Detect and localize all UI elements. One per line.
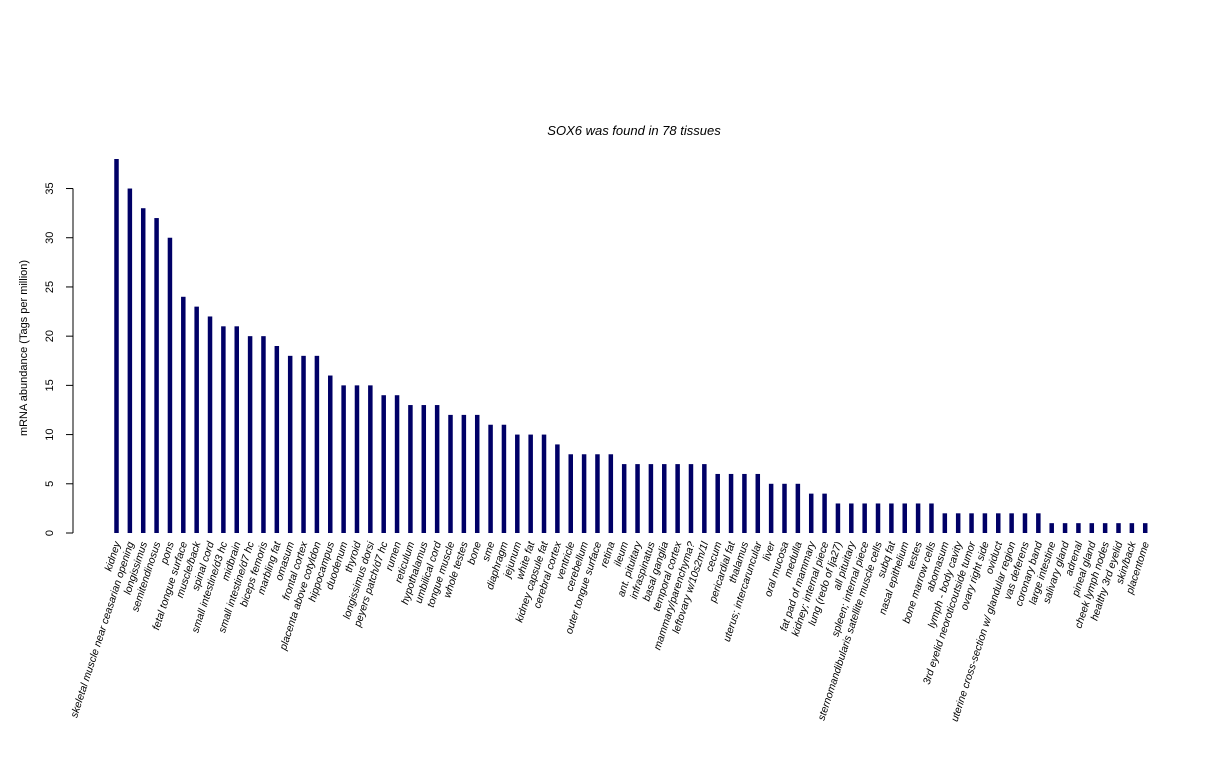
bar xyxy=(274,346,280,533)
bar xyxy=(1102,523,1108,533)
y-tick-label: 0 xyxy=(44,530,56,536)
bar xyxy=(555,444,560,533)
bar xyxy=(314,355,320,533)
bar xyxy=(1142,523,1148,533)
bar xyxy=(394,395,400,533)
bar xyxy=(955,513,961,533)
bar xyxy=(581,454,587,533)
bar xyxy=(942,513,948,533)
x-tick-label: sme xyxy=(480,540,498,563)
bar xyxy=(808,493,814,533)
bar xyxy=(1022,513,1028,533)
bar xyxy=(902,503,907,533)
bar xyxy=(662,464,667,533)
bar xyxy=(354,385,360,533)
bar xyxy=(515,434,520,533)
bar xyxy=(234,326,239,533)
bar xyxy=(595,454,600,533)
bar xyxy=(768,483,774,533)
bar xyxy=(715,473,720,533)
bar xyxy=(1089,523,1095,533)
bar xyxy=(835,503,841,533)
bar xyxy=(287,355,293,533)
bar xyxy=(1116,523,1121,533)
y-tick-label: 25 xyxy=(44,281,56,293)
bar xyxy=(728,473,734,533)
bar xyxy=(181,296,186,533)
bar xyxy=(742,473,747,533)
bar xyxy=(381,395,386,533)
bar xyxy=(1076,523,1081,533)
bar xyxy=(795,483,801,533)
y-tick-label: 20 xyxy=(44,330,56,342)
bar xyxy=(421,405,427,533)
bar xyxy=(996,513,1001,533)
bar xyxy=(528,434,533,533)
bar xyxy=(635,464,640,533)
bar xyxy=(154,218,159,534)
y-tick-label: 15 xyxy=(44,379,56,391)
bar xyxy=(702,464,707,533)
bar xyxy=(434,405,440,533)
bar xyxy=(301,355,306,533)
y-axis: 0 5 10 15 20 25 30 35 xyxy=(44,182,74,536)
bar xyxy=(862,503,867,533)
bar xyxy=(621,464,627,533)
bar xyxy=(461,414,467,533)
bar xyxy=(822,493,827,533)
bar xyxy=(982,513,988,533)
bar xyxy=(368,385,373,533)
bar xyxy=(114,159,119,533)
bar xyxy=(875,503,881,533)
bar xyxy=(194,306,199,533)
x-tick-label: liver xyxy=(761,540,779,562)
bar xyxy=(969,513,974,533)
bar xyxy=(648,464,654,533)
y-tick-label: 35 xyxy=(44,182,56,194)
y-tick-label: 30 xyxy=(44,232,56,244)
y-axis-label: mRNA abundance (Tags per million) xyxy=(18,260,30,436)
y-tick-label: 5 xyxy=(44,481,56,487)
bar xyxy=(474,414,480,533)
bar xyxy=(1009,513,1014,533)
bar xyxy=(221,326,226,533)
bar xyxy=(127,188,133,534)
chart-title: SOX6 was found in 78 tissues xyxy=(547,123,721,138)
bar xyxy=(408,405,413,533)
bar xyxy=(915,503,921,533)
bar xyxy=(541,434,547,533)
bar xyxy=(167,237,173,533)
bar xyxy=(1049,523,1054,533)
bar xyxy=(849,503,854,533)
bar xyxy=(568,454,573,533)
bar xyxy=(889,503,894,533)
bar xyxy=(675,464,680,533)
y-tick-label: 10 xyxy=(44,428,56,440)
bar xyxy=(782,483,787,533)
bar xyxy=(608,454,614,533)
bar xyxy=(1036,513,1041,533)
bar xyxy=(1129,523,1135,533)
bar xyxy=(207,316,213,533)
bar xyxy=(328,375,333,533)
bar xyxy=(341,385,346,533)
bar xyxy=(247,336,253,533)
bar xyxy=(140,208,146,534)
bar xyxy=(688,464,694,533)
bar xyxy=(261,336,266,533)
bar xyxy=(755,473,761,533)
bar xyxy=(488,424,493,533)
bar xyxy=(1062,523,1068,533)
bar xyxy=(448,414,453,533)
bars xyxy=(114,159,1148,534)
bar xyxy=(929,503,934,533)
bar xyxy=(501,424,507,533)
